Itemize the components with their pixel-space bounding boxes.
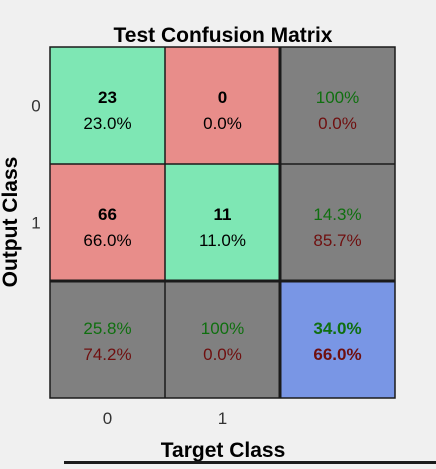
overall-correct: 34.0% (313, 319, 361, 338)
cell-count-0-0: 23 (98, 88, 117, 107)
col-summary-1 (165, 281, 280, 398)
bottom-edge-bar (64, 461, 436, 464)
row-summary-correct-1: 14.3% (313, 205, 361, 224)
row-summary-incorrect-1: 85.7% (313, 231, 361, 250)
y-axis-label: Output Class (0, 157, 22, 288)
overall-cell (280, 281, 395, 398)
row-summary-1 (280, 164, 395, 281)
row-summary-incorrect-0: 0.0% (318, 114, 357, 133)
col-summary-correct-1: 100% (201, 319, 244, 338)
cell-0-0 (50, 47, 165, 164)
x-axis-label: Target Class (161, 439, 286, 462)
cell-percent-1-0: 66.0% (83, 231, 131, 250)
row-summary-0 (280, 47, 395, 164)
cell-1-1 (165, 164, 280, 281)
cell-0-1 (165, 47, 280, 164)
cell-count-1-0: 66 (98, 205, 117, 224)
col-summary-incorrect-1: 0.0% (203, 345, 242, 364)
grid-outer-border (49, 46, 396, 399)
cell-percent-1-1: 11.0% (199, 231, 246, 250)
tick-labels: 0 1 0 1 (31, 97, 227, 429)
grid-lines (49, 46, 396, 399)
x-tick-label-0: 0 (103, 409, 112, 428)
y-tick-label-0: 0 (31, 97, 40, 116)
cells-layer: 23 23.0% 0 0.0% 66 66.0% 11 11.0% 100% 0.0% 14.3% 8… (50, 47, 395, 398)
y-tick-label-1: 1 (31, 214, 40, 233)
cell-percent-0-0: 23.0% (83, 114, 131, 133)
cell-1-0 (50, 164, 165, 281)
cell-percent-0-1: 0.0% (203, 114, 242, 133)
x-tick-label-1: 1 (218, 409, 227, 428)
overall-incorrect: 66.0% (313, 345, 361, 364)
col-summary-0 (50, 281, 165, 398)
col-summary-incorrect-0: 74.2% (83, 345, 131, 364)
cell-count-0-1: 0 (218, 88, 227, 107)
col-summary-correct-0: 25.8% (83, 319, 131, 338)
cell-count-1-1: 11 (214, 205, 232, 224)
row-summary-correct-0: 100% (316, 88, 359, 107)
chart-title: Test Confusion Matrix (114, 24, 333, 47)
